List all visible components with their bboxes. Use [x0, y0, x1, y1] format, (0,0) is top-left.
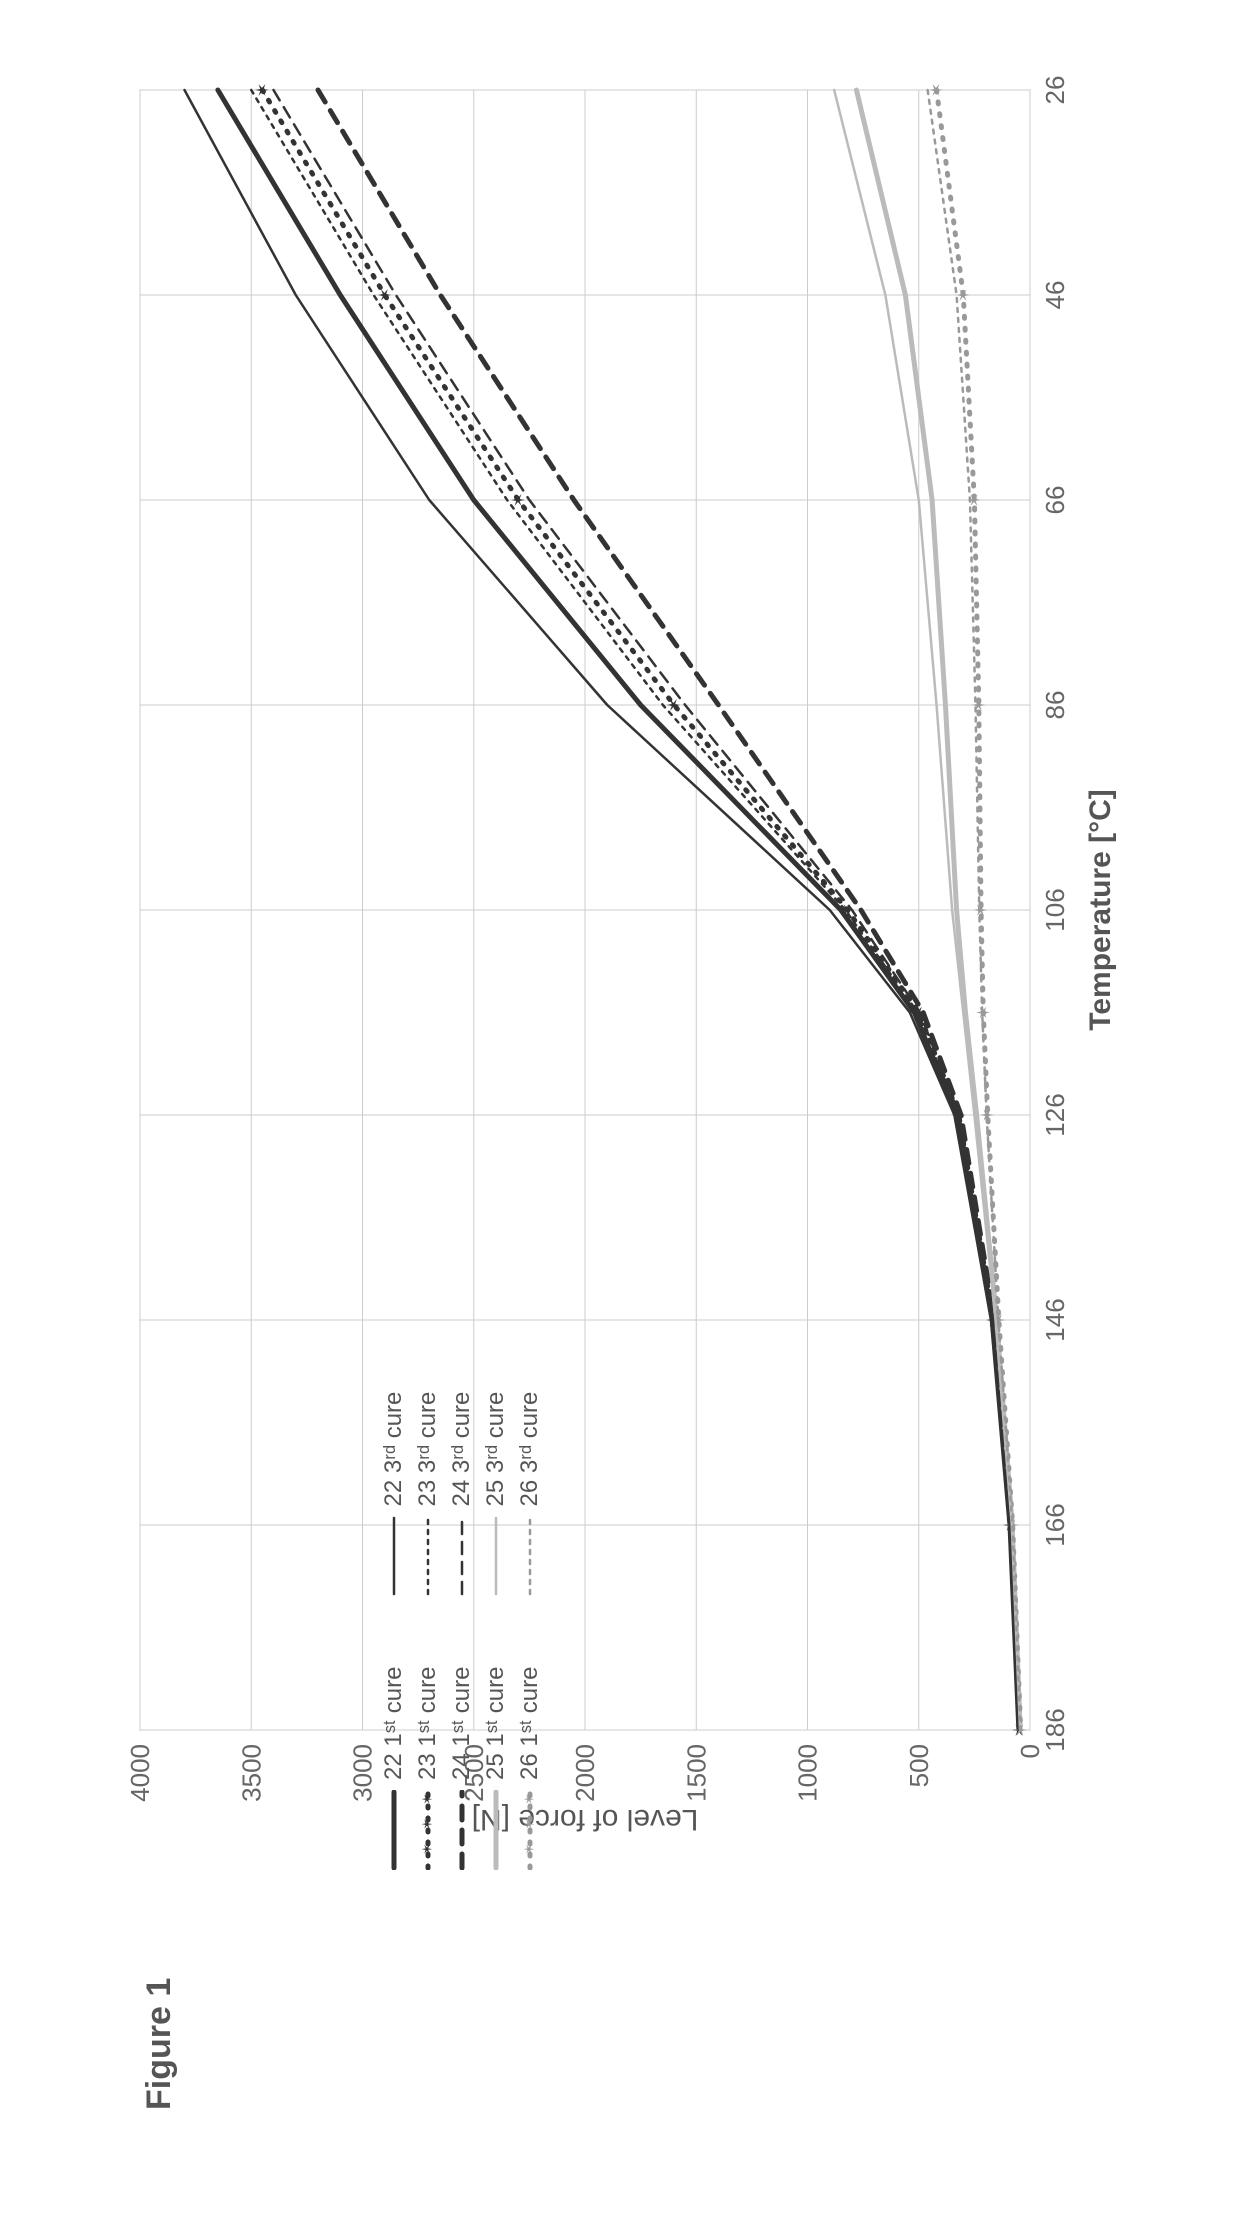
- legend-swatch: [384, 1790, 404, 1870]
- svg-text:4000: 4000: [125, 1744, 155, 1802]
- svg-text:✶: ✶: [419, 1793, 435, 1805]
- legend-item-s22_3rd: 22 3ʳᵈ cure: [380, 1392, 408, 1597]
- svg-text:500: 500: [904, 1744, 934, 1787]
- legend: 22 1ˢᵗ cure ✶ ✶ ✶ 23 1ˢᵗ cure24 1ˢᵗ cure25 1…: [380, 1110, 544, 1870]
- legend-column-3rd-cure: 22 3ʳᵈ cure23 3ʳᵈ cure24 3ʳᵈ cure25 3ʳᵈ …: [380, 1392, 544, 1597]
- legend-label: 26 1ˢᵗ cure: [516, 1667, 544, 1781]
- svg-text:✶: ✶: [664, 697, 684, 712]
- legend-item-s25_1st: 25 1ˢᵗ cure: [482, 1667, 510, 1871]
- legend-item-s26_1st: ✶ ✶ ✶ 26 1ˢᵗ cure: [516, 1667, 544, 1871]
- legend-label: 23 1ˢᵗ cure: [414, 1667, 442, 1781]
- legend-item-s24_1st: 24 1ˢᵗ cure: [448, 1667, 476, 1871]
- svg-text:126: 126: [1040, 1093, 1070, 1136]
- svg-text:✶: ✶: [521, 1818, 537, 1830]
- svg-text:166: 166: [1040, 1503, 1070, 1546]
- svg-text:46: 46: [1040, 281, 1070, 310]
- legend-column-1st-cure: 22 1ˢᵗ cure ✶ ✶ ✶ 23 1ˢᵗ cure24 1ˢᵗ cure25 1…: [380, 1667, 544, 1871]
- svg-text:✶: ✶: [252, 82, 272, 97]
- svg-text:✶: ✶: [419, 1818, 435, 1830]
- legend-item-s22_1st: 22 1ˢᵗ cure: [380, 1667, 408, 1871]
- legend-swatch: [452, 1517, 472, 1597]
- svg-text:1000: 1000: [793, 1744, 823, 1802]
- legend-swatch: [418, 1517, 438, 1597]
- legend-item-s23_3rd: 23 3ʳᵈ cure: [414, 1392, 442, 1597]
- page: { "figure_label": "Figure 1", "chart": {…: [0, 0, 1240, 2229]
- legend-label: 22 1ˢᵗ cure: [380, 1667, 408, 1781]
- legend-label: 22 3ʳᵈ cure: [380, 1392, 408, 1507]
- legend-label: 23 3ʳᵈ cure: [414, 1392, 442, 1507]
- legend-label: 24 3ʳᵈ cure: [448, 1392, 476, 1507]
- legend-label: 25 1ˢᵗ cure: [482, 1667, 510, 1781]
- legend-label: 24 1ˢᵗ cure: [448, 1667, 476, 1781]
- svg-text:2000: 2000: [570, 1744, 600, 1802]
- svg-text:3000: 3000: [348, 1744, 378, 1802]
- legend-swatch: [452, 1790, 472, 1870]
- legend-item-s26_3rd: 26 3ʳᵈ cure: [516, 1392, 544, 1597]
- svg-text:✶: ✶: [419, 1843, 435, 1855]
- legend-swatch: [520, 1517, 540, 1597]
- svg-text:26: 26: [1040, 76, 1070, 105]
- force-temperature-chart: 2646668610612614616618605001000150020002…: [110, 60, 1160, 1840]
- svg-text:✶: ✶: [521, 1843, 537, 1855]
- svg-text:✶: ✶: [969, 697, 989, 712]
- chart-container: 2646668610612614616618605001000150020002…: [110, 60, 1160, 1840]
- legend-item-s23_1st: ✶ ✶ ✶ 23 1ˢᵗ cure: [414, 1667, 442, 1871]
- svg-text:66: 66: [1040, 486, 1070, 515]
- svg-text:106: 106: [1040, 888, 1070, 931]
- legend-swatch: ✶ ✶ ✶: [418, 1790, 438, 1870]
- legend-swatch: [486, 1790, 506, 1870]
- figure-label: Figure 1: [140, 1978, 179, 2110]
- svg-text:✶: ✶: [964, 492, 984, 507]
- svg-text:146: 146: [1040, 1298, 1070, 1341]
- svg-text:0: 0: [1015, 1744, 1045, 1758]
- legend-label: 25 3ʳᵈ cure: [482, 1392, 510, 1507]
- svg-text:86: 86: [1040, 691, 1070, 720]
- svg-text:Temperature [°C]: Temperature [°C]: [1084, 789, 1117, 1030]
- svg-text:✶: ✶: [971, 902, 991, 917]
- legend-swatch: [384, 1517, 404, 1597]
- legend-label: 26 3ʳᵈ cure: [516, 1392, 544, 1507]
- svg-text:3500: 3500: [236, 1744, 266, 1802]
- legend-item-s25_3rd: 25 3ʳᵈ cure: [482, 1392, 510, 1597]
- legend-item-s24_3rd: 24 3ʳᵈ cure: [448, 1392, 476, 1597]
- svg-text:1500: 1500: [681, 1744, 711, 1802]
- legend-swatch: [486, 1517, 506, 1597]
- legend-swatch: ✶ ✶ ✶: [520, 1790, 540, 1870]
- svg-text:✶: ✶: [521, 1793, 537, 1805]
- svg-text:✶: ✶: [927, 82, 947, 97]
